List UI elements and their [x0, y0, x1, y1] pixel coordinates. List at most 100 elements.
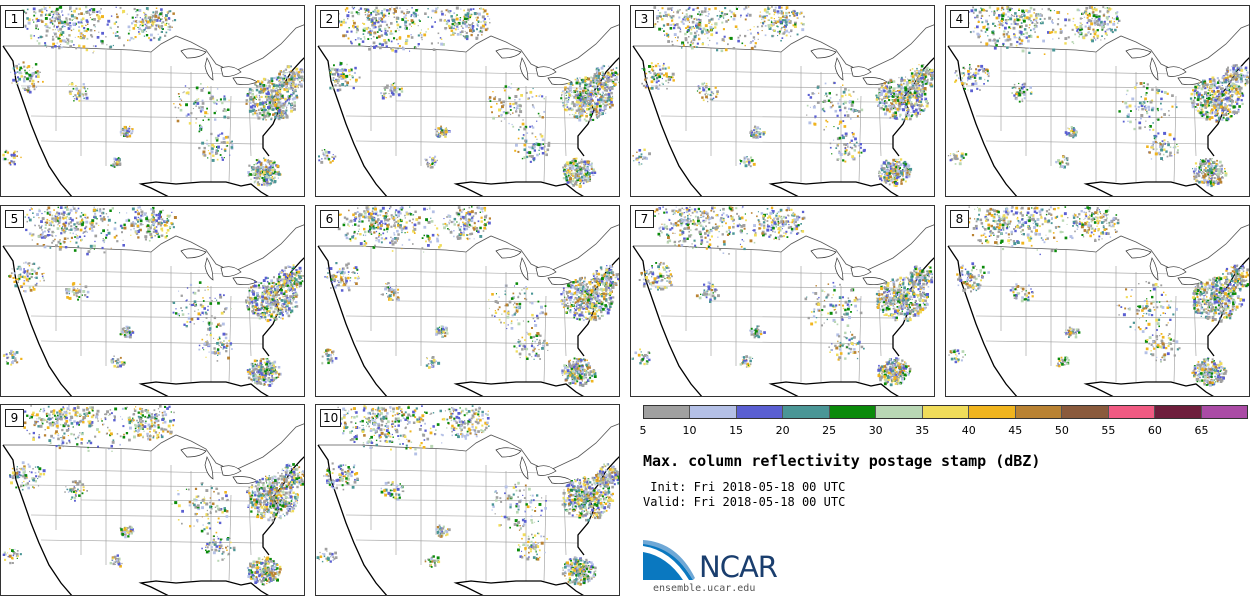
great-lake: [850, 266, 872, 277]
colorbar-swatch: [735, 406, 783, 418]
state-border: [985, 140, 1209, 145]
colorbar-swatch: [644, 406, 690, 418]
state-border: [345, 315, 582, 319]
state-border: [40, 340, 264, 345]
great-lake: [535, 465, 557, 476]
colorbar-tick-label: 15: [729, 424, 744, 437]
member-panel: 2: [315, 5, 620, 197]
member-number-label: 8: [950, 210, 969, 228]
state-border: [370, 469, 547, 474]
colorbar-swatch: [1014, 406, 1062, 418]
state-border: [395, 100, 567, 103]
state-border: [650, 285, 902, 289]
state-border: [20, 484, 272, 488]
state-border: [80, 499, 252, 502]
state-border: [710, 100, 882, 103]
great-lake: [519, 456, 529, 480]
member-panel: 1: [0, 5, 305, 197]
great-lake: [535, 66, 557, 77]
reflectivity-field: [631, 206, 934, 387]
great-lake: [519, 57, 529, 81]
great-lake: [180, 48, 207, 59]
member-number-label: 7: [635, 210, 654, 228]
national-border: [318, 224, 619, 273]
colorbar-swatch: [1154, 406, 1201, 418]
state-border: [395, 499, 567, 502]
state-border: [228, 295, 232, 383]
great-lake: [547, 277, 573, 286]
national-border: [3, 24, 304, 73]
state-border: [30, 115, 267, 119]
reflectivity-field: [316, 405, 619, 586]
state-border: [543, 295, 547, 383]
national-border: [948, 224, 1249, 273]
member-panel: 4: [945, 5, 1250, 197]
member-number-label: 6: [320, 210, 339, 228]
great-lake: [1177, 77, 1203, 86]
state-border: [878, 89, 882, 157]
member-map: [317, 206, 619, 396]
state-border: [20, 285, 272, 289]
great-lake: [519, 257, 529, 281]
great-lake: [220, 266, 242, 277]
colorbar-swatch: [875, 406, 922, 418]
ncar-logo-icon: [643, 540, 695, 580]
member-panel: 10: [315, 404, 620, 596]
colorbar-ticks: 5 10 15 20 25 30 35 40 45 50 55 60 65: [639, 424, 1248, 438]
great-lake: [232, 77, 258, 86]
colorbar-swatch: [828, 406, 876, 418]
state-border: [55, 469, 232, 474]
member-map: [631, 206, 934, 396]
colorbar-tick-label: 40: [961, 424, 976, 437]
colorbar-tick-label: 45: [1008, 424, 1023, 437]
colorbar-swatch: [968, 406, 1015, 418]
state-border: [563, 488, 567, 556]
member-number-label: 9: [5, 409, 24, 427]
great-lake: [535, 266, 557, 277]
state-border: [335, 85, 587, 89]
state-border: [543, 95, 547, 183]
great-lake: [834, 57, 844, 81]
member-panel: 6: [315, 205, 620, 397]
great-lake: [495, 248, 522, 259]
state-border: [335, 285, 587, 289]
state-border: [670, 140, 894, 145]
national-border: [633, 24, 934, 73]
state-border: [975, 315, 1212, 319]
state-border: [975, 115, 1212, 119]
member-number-label: 5: [5, 210, 24, 228]
member-number-label: 2: [320, 10, 339, 28]
national-border: [3, 423, 304, 472]
great-lake: [862, 77, 888, 86]
great-lake: [204, 257, 214, 281]
state-border: [40, 140, 264, 145]
state-border: [30, 315, 267, 319]
great-lake: [1149, 257, 1159, 281]
great-lake: [495, 48, 522, 59]
national-border: [633, 224, 934, 273]
state-border: [345, 514, 582, 518]
colorbar-tick-label: 65: [1194, 424, 1209, 437]
great-lake: [1165, 266, 1187, 277]
reflectivity-field: [2, 206, 304, 387]
state-border: [80, 100, 252, 103]
colorbar-tick-label: 25: [822, 424, 837, 437]
great-lake: [220, 465, 242, 476]
member-panel: 7: [630, 205, 935, 397]
colorbar-swatch: [1107, 406, 1155, 418]
member-number-label: 4: [950, 10, 969, 28]
great-lake: [547, 77, 573, 86]
colorbar-swatch: [1061, 406, 1108, 418]
reflectivity-field: [318, 6, 619, 188]
colorbar-swatch: [921, 406, 969, 418]
great-lake: [180, 447, 207, 458]
great-lake: [1149, 57, 1159, 81]
reflectivity-colorbar: [643, 405, 1248, 419]
colorbar-tick-label: 30: [868, 424, 883, 437]
national-border: [318, 423, 619, 472]
colorbar-tick-label: 5: [639, 424, 647, 437]
state-border: [685, 270, 862, 275]
great-lake: [495, 447, 522, 458]
state-border: [55, 270, 232, 275]
state-border: [685, 70, 862, 75]
